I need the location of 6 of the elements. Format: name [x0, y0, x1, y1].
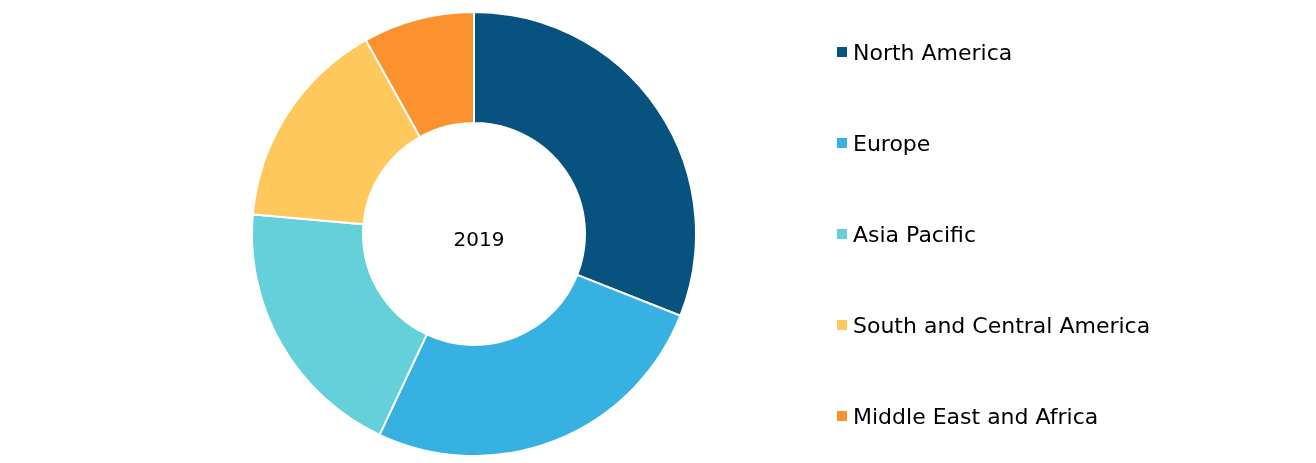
legend-label: South and Central America — [853, 312, 1151, 338]
legend-label: Middle East and Africa — [853, 403, 1099, 429]
legend-label: North America — [853, 39, 1013, 65]
text: 2019 — [453, 227, 505, 251]
legend-label: Europe — [853, 130, 931, 156]
legend-label: Asia Pacific — [853, 221, 977, 247]
